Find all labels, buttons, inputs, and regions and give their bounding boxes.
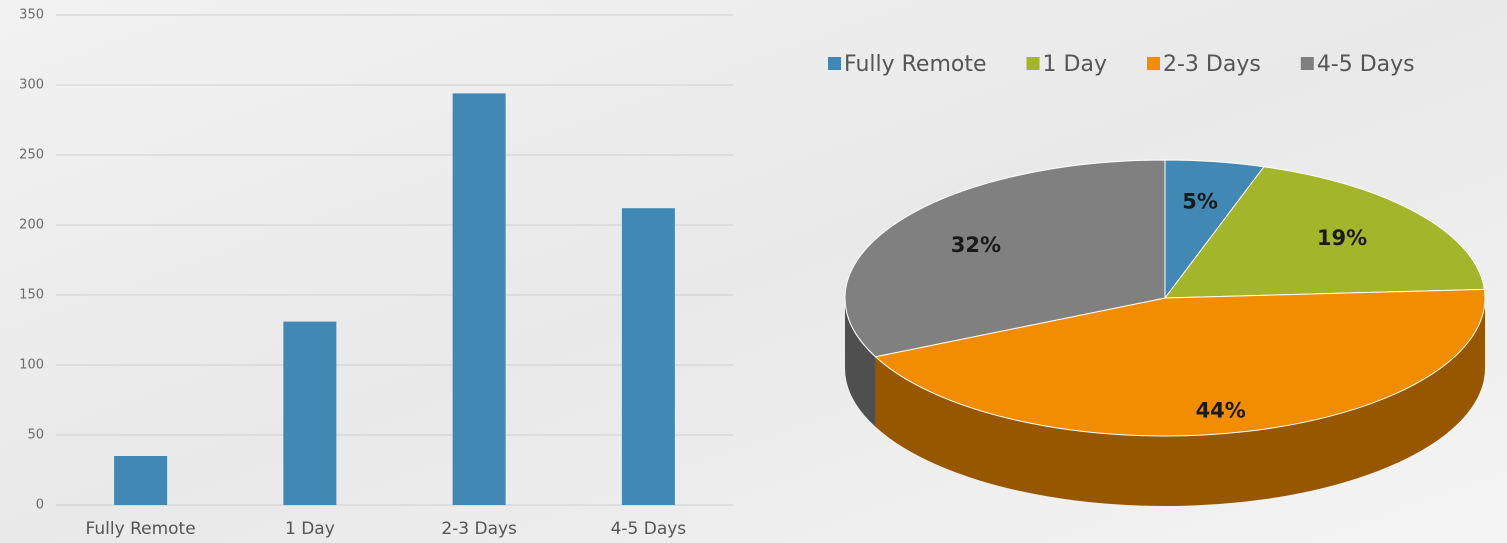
slice xyxy=(844,159,1166,358)
bar xyxy=(621,208,675,505)
data-label: 32% xyxy=(951,233,1001,257)
bar xyxy=(452,93,506,506)
legend-label: 2-3 Days xyxy=(1163,52,1261,77)
y-tick-label: 300 xyxy=(19,78,44,93)
legend-label: Fully Remote xyxy=(844,52,987,77)
x-tick-label: 1 Day xyxy=(285,519,335,539)
y-tick-label: 100 xyxy=(19,358,44,373)
data-label: 5% xyxy=(1182,190,1218,214)
slice-side xyxy=(875,298,1485,507)
y-tick-label: 150 xyxy=(19,288,44,303)
legend-swatch xyxy=(1146,57,1160,70)
x-tick-label: 4-5 Days xyxy=(611,519,687,539)
data-label: 44% xyxy=(1196,399,1246,423)
y-tick-label: 50 xyxy=(27,428,44,443)
x-tick-label: 2-3 Days xyxy=(441,519,517,539)
legend-swatch xyxy=(828,57,841,70)
x-tick-label: Fully Remote xyxy=(86,519,196,539)
y-tick-label: 250 xyxy=(19,148,44,163)
y-tick-label: 350 xyxy=(19,8,44,23)
bar xyxy=(283,321,337,505)
y-tick-label: 0 xyxy=(36,498,44,513)
slice xyxy=(1163,166,1485,299)
y-tick-label: 200 xyxy=(19,218,44,233)
legend-label: 1 Day xyxy=(1043,52,1107,77)
slice-side xyxy=(845,298,876,427)
legend-swatch xyxy=(1300,57,1314,70)
bar xyxy=(114,456,168,505)
legend-label: 4-5 Days xyxy=(1317,52,1415,77)
data-label: 19% xyxy=(1317,226,1367,250)
legend-swatch xyxy=(1026,57,1040,70)
